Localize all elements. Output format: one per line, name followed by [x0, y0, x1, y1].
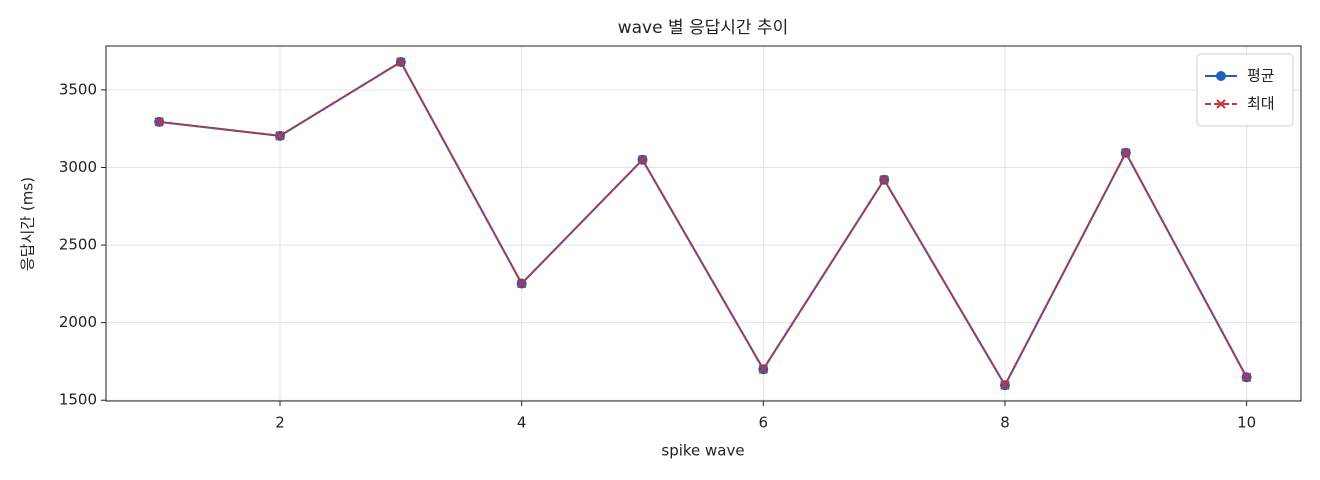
- y-tick-label: 2500: [59, 236, 97, 254]
- marker: [758, 364, 769, 374]
- chart-title: wave 별 응답시간 추이: [618, 18, 789, 38]
- x-tick-label: 4: [517, 414, 527, 432]
- marker: [1121, 148, 1131, 158]
- legend-label: 평균: [1247, 67, 1275, 85]
- legend-label: 최대: [1247, 95, 1275, 113]
- y-tick-label: 2000: [59, 313, 97, 331]
- marker: [154, 117, 164, 127]
- x-axis-label: spike wave: [661, 442, 744, 460]
- x-tick-label: 8: [1000, 414, 1010, 432]
- plot-frame: [105, 45, 1302, 402]
- marker: [516, 278, 527, 289]
- marker: [1241, 372, 1252, 382]
- marker: [637, 155, 648, 165]
- marker: [275, 131, 285, 141]
- legend-marker: [1216, 71, 1226, 81]
- legend-marker: [1216, 99, 1226, 109]
- legend-box: [1196, 53, 1294, 127]
- y-tick-label: 1500: [59, 391, 97, 409]
- x-tick-label: 2: [275, 414, 285, 432]
- x-tick-label: 6: [759, 414, 769, 432]
- marker: [1000, 380, 1010, 390]
- x-tick-label: 10: [1237, 414, 1256, 432]
- marker: [396, 57, 406, 67]
- marker: [879, 175, 889, 185]
- series-line: [159, 60, 1248, 388]
- series-line: [159, 60, 1248, 388]
- y-tick-label: 3000: [59, 158, 97, 176]
- y-axis-label: 응답시간 (ms): [19, 177, 37, 271]
- y-tick-label: 3500: [59, 80, 97, 98]
